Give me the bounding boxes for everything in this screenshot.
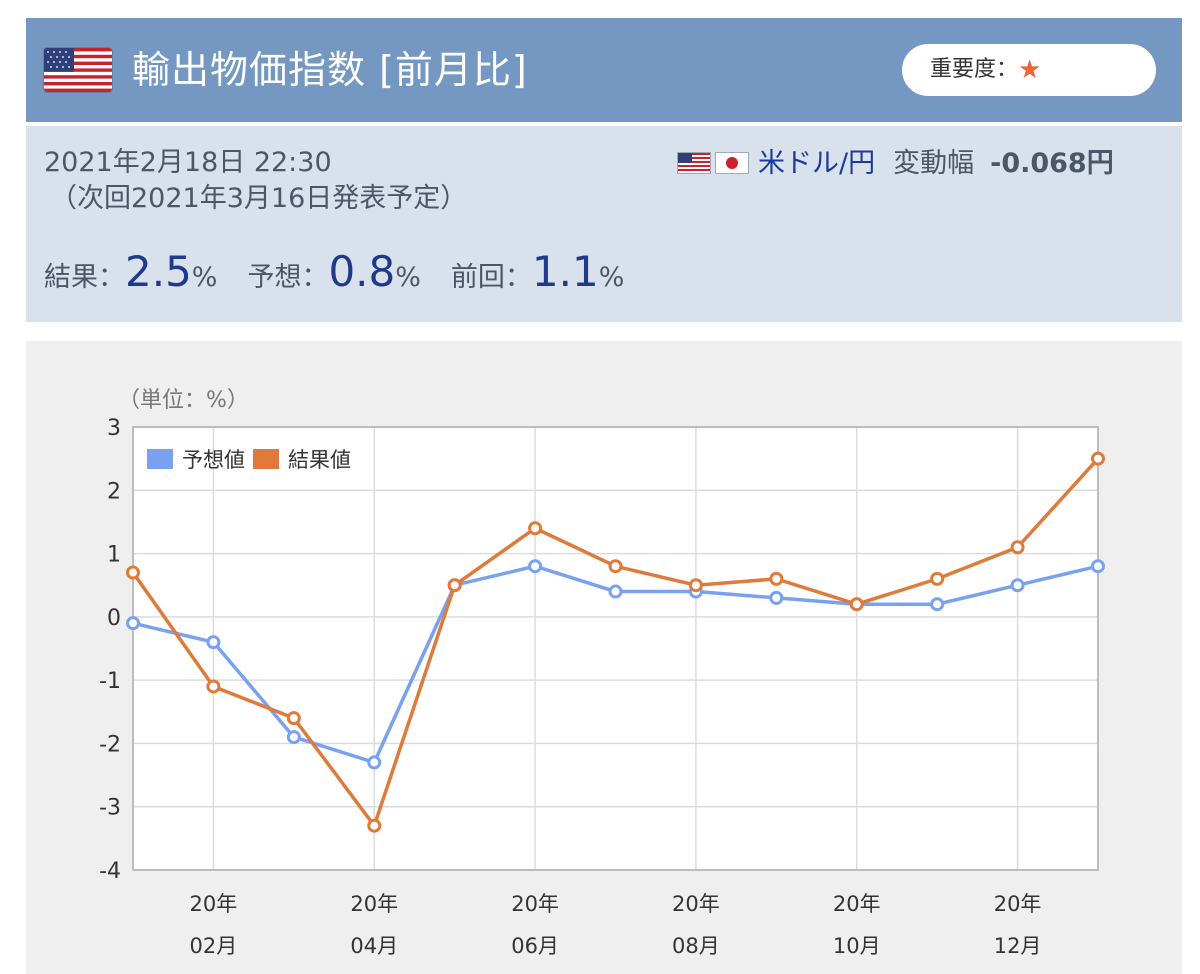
data-point-result <box>206 679 221 694</box>
result-value: 2.5 <box>125 247 192 296</box>
y-tick-label: 0 <box>107 606 121 631</box>
y-tick-label: -3 <box>99 796 121 821</box>
range-label: 変動幅 <box>893 148 975 179</box>
indicator-header: 輸出物価指数 [前月比] 重要度：★ <box>26 18 1182 122</box>
x-tick-month-label: 10月 <box>833 934 881 958</box>
us-flag-icon <box>44 48 112 92</box>
currency-pair-info: 米ドル/円 変動幅 -0.068円 <box>678 146 1114 182</box>
data-point-forecast <box>126 616 140 631</box>
currency-pair-link[interactable]: 米ドル/円 <box>758 148 876 179</box>
previous-label: 前回： <box>450 262 532 293</box>
data-point-forecast <box>1010 578 1025 593</box>
y-tick-label: 3 <box>107 416 121 441</box>
x-tick-year-label: 20年 <box>350 892 398 916</box>
legend-swatch <box>251 447 281 471</box>
y-tick-label: -2 <box>99 732 121 757</box>
y-tick-label: 2 <box>107 479 121 504</box>
previous-unit: % <box>598 262 625 293</box>
forecast-value: 0.8 <box>328 247 396 296</box>
legend-label: 予想値 <box>182 448 245 472</box>
data-point-forecast <box>769 590 784 605</box>
previous-value: 1.1 <box>531 247 599 296</box>
data-point-forecast <box>1091 559 1105 574</box>
data-point-result <box>1010 540 1025 555</box>
x-tick-year-label: 20年 <box>190 892 238 916</box>
x-tick-year-label: 20年 <box>672 892 720 916</box>
x-tick-month-label: 12月 <box>994 934 1042 958</box>
x-tick-month-label: 04月 <box>350 934 398 958</box>
plot-frame <box>132 426 1099 871</box>
data-point-result <box>608 559 623 574</box>
forecast-unit: % <box>395 262 421 293</box>
x-tick-year-label: 20年 <box>511 892 559 916</box>
star-icon: ★ <box>1018 55 1042 85</box>
data-point-forecast <box>528 559 543 574</box>
release-datetime: 2021年2月18日 22:30 <box>44 147 332 178</box>
indicator-info: 2021年2月18日 22:30 （次回2021年3月16日発表予定） 米ドル/… <box>26 126 1182 322</box>
data-point-result <box>367 818 382 833</box>
data-point-result <box>930 571 945 586</box>
x-tick-month-label: 08月 <box>672 934 720 958</box>
jp-flag-icon <box>716 153 748 173</box>
data-point-result <box>849 597 864 612</box>
legend-label: 結果値 <box>288 448 351 472</box>
importance-label: 重要度： <box>930 57 1019 82</box>
x-tick-month-label: 02月 <box>190 934 238 958</box>
us-flag-icon <box>678 153 710 173</box>
data-point-result <box>126 565 140 580</box>
data-point-result <box>447 578 462 593</box>
result-unit: % <box>191 262 218 293</box>
data-point-forecast <box>206 635 221 650</box>
y-tick-label: -1 <box>99 669 121 694</box>
data-point-result <box>1091 451 1105 466</box>
page-title: 輸出物価指数 [前月比] <box>132 48 528 92</box>
data-point-forecast <box>367 755 382 770</box>
x-tick-month-label: 06月 <box>511 934 559 958</box>
result-stats: 結果：2.5% 予想：0.8% 前回：1.1% <box>44 244 654 300</box>
next-release: （次回2021年3月16日発表予定） <box>50 183 468 214</box>
forecast-label: 予想： <box>247 262 329 293</box>
y-tick-label: 1 <box>107 543 121 568</box>
plot-area <box>133 427 1098 870</box>
data-point-forecast <box>608 584 623 599</box>
data-point-result <box>769 571 784 586</box>
chart-panel: 3 2 1 0 -1 -2 -3 -4 （単位：%） 20年 02月 20年 04月 20年 06月 20年 0… <box>26 341 1182 974</box>
range-value: -0.068円 <box>990 148 1114 179</box>
data-point-result <box>528 521 543 536</box>
importance-badge: 重要度：★ <box>902 44 1156 96</box>
x-tick-year-label: 20年 <box>994 892 1042 916</box>
x-tick-year-label: 20年 <box>833 892 881 916</box>
unit-label: （単位：%） <box>118 388 249 413</box>
data-point-forecast <box>286 730 301 745</box>
data-point-result <box>286 711 301 726</box>
y-tick-label: -4 <box>99 859 121 884</box>
line-chart: 3 2 1 0 -1 -2 -3 -4 （単位：%） 20年 02月 20年 04月 20年 06月 20年 0… <box>99 388 1105 958</box>
result-label: 結果： <box>44 262 125 293</box>
legend-swatch <box>145 447 175 471</box>
data-point-result <box>688 578 703 593</box>
data-point-forecast <box>930 597 945 612</box>
